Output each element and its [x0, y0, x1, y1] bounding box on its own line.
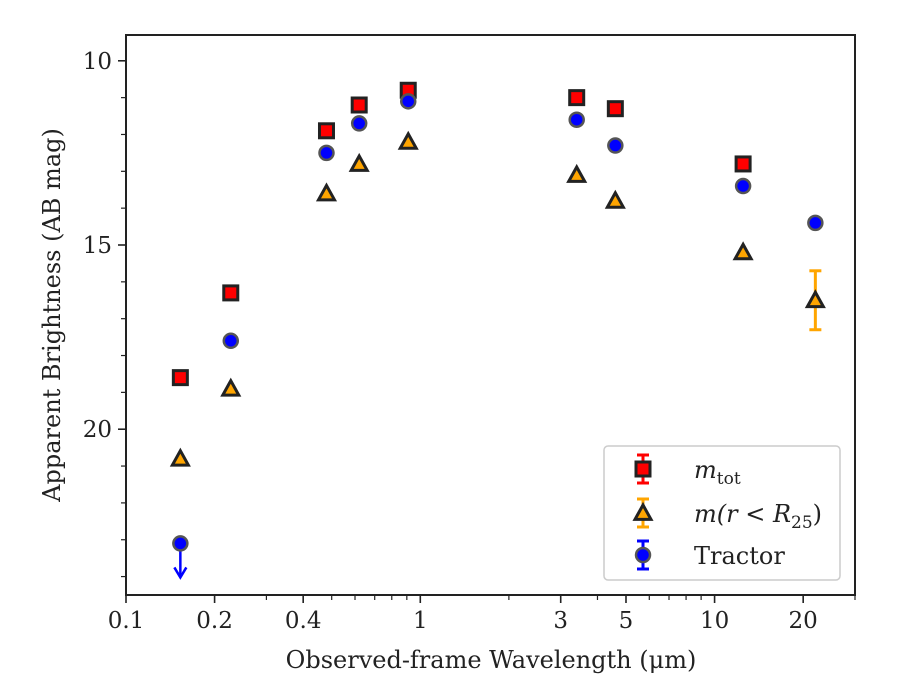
- data-point-circle: [172, 535, 189, 552]
- x-tick-label: 3: [553, 608, 568, 634]
- data-point-square: [568, 89, 586, 107]
- data-point-circle: [318, 144, 335, 162]
- x-tick-label: 10: [700, 608, 729, 634]
- data-point-triangle: [566, 163, 588, 183]
- data-point-circle: [350, 115, 368, 132]
- x-tick-label: 0.1: [108, 608, 145, 634]
- series-1: [169, 130, 826, 467]
- data-point-triangle: [220, 377, 242, 397]
- data-point-circle: [568, 111, 585, 128]
- data-point-circle: [607, 137, 624, 154]
- plot-frame: [125, 34, 856, 596]
- data-point-triangle: [732, 241, 754, 261]
- y-tick-label: 10: [83, 49, 112, 75]
- legend-marker: [634, 546, 652, 564]
- data-point-circle: [807, 214, 824, 232]
- data-point-triangle: [604, 189, 626, 209]
- data-point-triangle: [804, 289, 826, 309]
- legend-label: mtot: [694, 456, 741, 489]
- data-point-square: [317, 122, 335, 140]
- x-tick-label: 1: [413, 608, 428, 634]
- legend-marker: [634, 460, 652, 478]
- x-axis-title: Observed-frame Wavelength (μm): [286, 646, 697, 674]
- y-axis-title: Apparent Brightness (AB mag): [38, 128, 66, 503]
- legend-entry-2: Tractor: [634, 539, 785, 571]
- axes: 0.1 0.2 0.4 1 3 5 10 20 10 15 20: [83, 34, 856, 634]
- data-point-triangle: [397, 130, 419, 150]
- y-tick-label: 20: [83, 417, 112, 443]
- data-point-circle: [399, 93, 417, 110]
- legend-entry-1: m(r < R25): [632, 497, 822, 533]
- data-marks: [169, 81, 826, 580]
- legend-label: Tractor: [694, 542, 785, 570]
- data-point-square: [606, 100, 624, 118]
- data-point-triangle: [169, 447, 191, 467]
- data-point-square: [350, 96, 368, 114]
- data-point-square: [734, 155, 752, 173]
- x-tick-label: 5: [619, 608, 634, 634]
- data-point-circle: [734, 177, 752, 195]
- series-0: [171, 81, 752, 387]
- legend-marker: [632, 501, 654, 521]
- x-tick-label: 0.4: [285, 608, 322, 634]
- x-tick-label: 20: [789, 608, 818, 634]
- data-point-triangle: [315, 182, 338, 202]
- data-point-circle: [222, 332, 240, 350]
- x-tick-label: 0.2: [196, 608, 233, 634]
- data-point-square: [171, 369, 189, 387]
- legend-entry-0: mtot: [634, 453, 741, 489]
- upper-limit-arrowhead: [173, 566, 188, 580]
- y-tick-label: 15: [83, 233, 112, 259]
- legend: mtot m(r < R25) Tractor: [603, 445, 841, 581]
- series-2: [172, 93, 824, 580]
- data-point-square: [222, 284, 240, 302]
- legend-box: [603, 445, 841, 581]
- data-point-triangle: [348, 152, 370, 172]
- legend-label: m(r < R25): [694, 500, 822, 533]
